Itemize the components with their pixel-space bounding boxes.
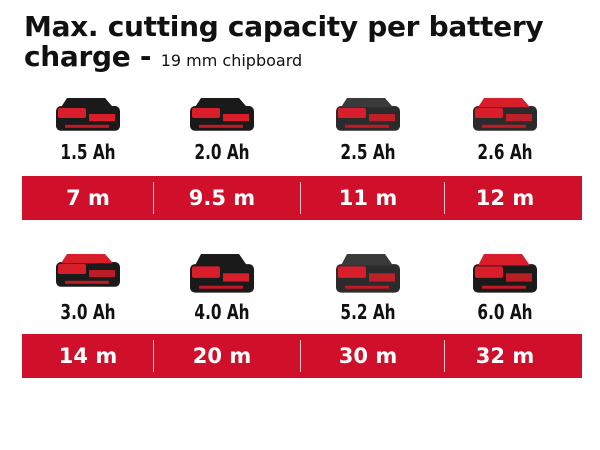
battery-image bbox=[187, 92, 257, 140]
title-main: Max. cutting capacity per battery charge… bbox=[24, 10, 544, 73]
cut-length-value: 12 m bbox=[475, 186, 535, 210]
battery-capacity-label: 2.6 Ah bbox=[477, 140, 533, 164]
battery-item: 2.6 Ah bbox=[435, 92, 575, 172]
column-divider bbox=[444, 182, 445, 214]
battery-item: 2.0 Ah bbox=[152, 92, 292, 172]
battery-image bbox=[187, 248, 257, 302]
cutting-capacity-bar: 7 m 9.5 m 11 m 12 m bbox=[22, 176, 582, 220]
battery-capacity-label: 3.0 Ah bbox=[60, 300, 116, 324]
column-divider bbox=[300, 182, 301, 214]
cut-length-value: 7 m bbox=[66, 186, 110, 210]
battery-item: 1.5 Ah bbox=[18, 92, 158, 172]
battery-image bbox=[333, 248, 403, 302]
battery-capacity-label: 5.2 Ah bbox=[340, 300, 396, 324]
battery-capacity-label: 6.0 Ah bbox=[477, 300, 533, 324]
cut-length-value: 14 m bbox=[58, 344, 118, 368]
battery-item: 2.5 Ah bbox=[298, 92, 438, 172]
battery-capacity-label: 2.5 Ah bbox=[340, 140, 396, 164]
battery-image bbox=[53, 248, 123, 296]
battery-capacity-label: 2.0 Ah bbox=[194, 140, 250, 164]
page-title: Max. cutting capacity per battery charge… bbox=[24, 12, 600, 76]
column-divider bbox=[300, 340, 301, 372]
battery-capacity-label: 1.5 Ah bbox=[60, 140, 116, 164]
column-divider bbox=[153, 182, 154, 214]
battery-item: 5.2 Ah bbox=[298, 248, 438, 328]
battery-image bbox=[333, 92, 403, 140]
battery-item: 4.0 Ah bbox=[152, 248, 292, 328]
battery-item: 6.0 Ah bbox=[435, 248, 575, 328]
cut-length-value: 32 m bbox=[475, 344, 535, 368]
cut-length-value: 30 m bbox=[338, 344, 398, 368]
cut-length-value: 11 m bbox=[338, 186, 398, 210]
cut-length-value: 20 m bbox=[192, 344, 252, 368]
battery-image bbox=[470, 248, 540, 302]
battery-capacity-label: 4.0 Ah bbox=[194, 300, 250, 324]
battery-image bbox=[53, 92, 123, 140]
title-subtitle: 19 mm chipboard bbox=[160, 51, 303, 70]
battery-item: 3.0 Ah bbox=[18, 248, 158, 328]
column-divider bbox=[153, 340, 154, 372]
column-divider bbox=[444, 340, 445, 372]
battery-image bbox=[470, 92, 540, 140]
cut-length-value: 9.5 m bbox=[188, 186, 256, 210]
cutting-capacity-bar: 14 m 20 m 30 m 32 m bbox=[22, 334, 582, 378]
